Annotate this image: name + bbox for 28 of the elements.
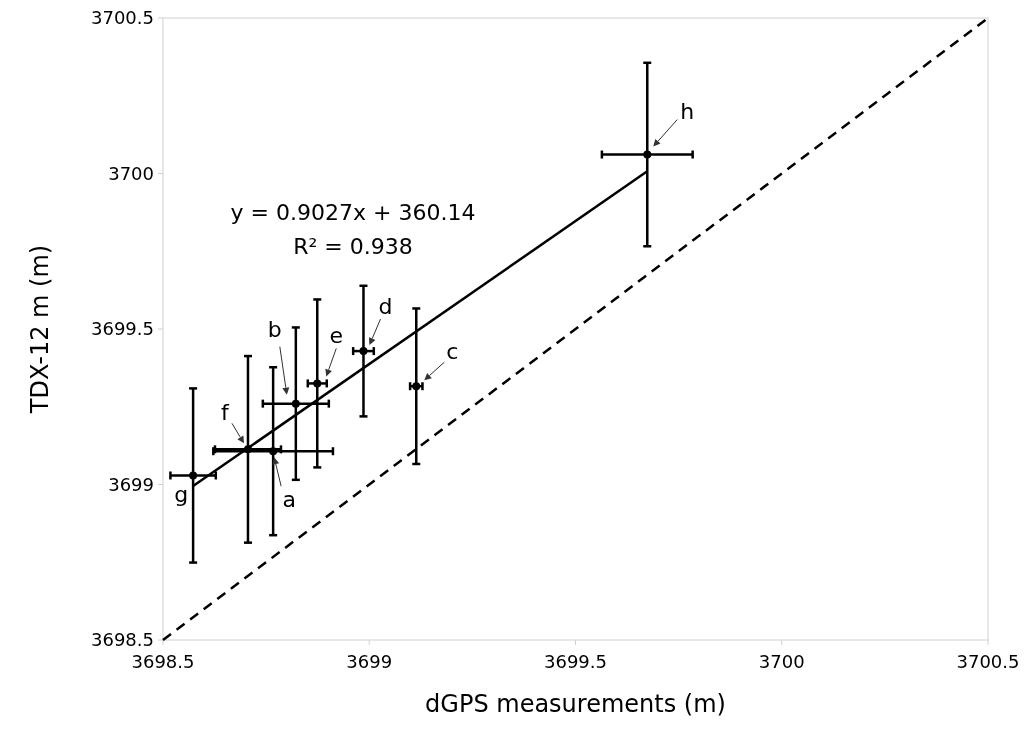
x-tick-label: 3700 — [758, 651, 805, 672]
y-tick-label: 3698.5 — [91, 629, 154, 651]
point — [243, 445, 252, 454]
annotation: e — [329, 323, 344, 349]
y-tick-label: 3700 — [108, 162, 154, 184]
x-tick-label: 3700.5 — [956, 651, 1020, 672]
y-tick-label: 3700.5 — [91, 7, 154, 29]
annotation: a — [282, 486, 296, 512]
point — [189, 471, 198, 480]
y-tick-label: 3699 — [108, 473, 154, 495]
x-axis-title: dGPS measurements (m) — [425, 690, 726, 718]
x-tick-label: 3699.5 — [544, 651, 607, 672]
annotation: d — [378, 293, 393, 319]
annotation: y = 0.9027x + 360.14 — [230, 199, 476, 225]
annotation: c — [446, 338, 459, 364]
point — [643, 150, 652, 159]
annotation: h — [680, 99, 695, 125]
annotation: g — [174, 482, 189, 508]
annotation: R² = 0.938 — [293, 233, 413, 259]
x-tick-label: 3699 — [346, 651, 393, 672]
y-axis-title: TDX-12 m (m) — [26, 244, 54, 415]
y-tick-label: 3699.5 — [91, 318, 154, 340]
x-tick-label: 3698.5 — [131, 651, 195, 672]
annotation: f — [221, 400, 231, 426]
point — [313, 379, 322, 388]
point — [359, 347, 368, 356]
point — [291, 399, 300, 408]
annotation: b — [267, 317, 282, 343]
